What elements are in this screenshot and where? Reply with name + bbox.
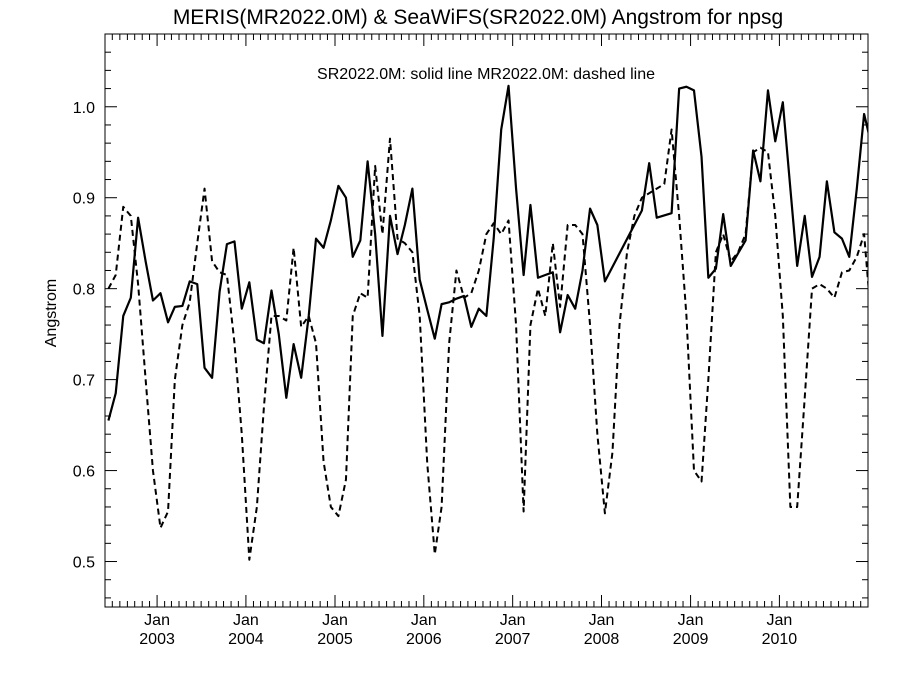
x-tick-month-label: Jan <box>589 612 615 629</box>
legend-note: SR2022.0M: solid line MR2022.0M: dashed … <box>317 66 655 83</box>
plot-frame <box>104 33 869 608</box>
tick-labels: 0.5 0.6 0.7 0.8 0.9 1.0 Jan 2003 Jan 2004 Jan 2005 J… <box>73 100 798 648</box>
x-tick-year-label: 2010 <box>762 631 798 648</box>
series-lines <box>107 84 868 561</box>
series-line-sr2022-0m <box>107 84 868 421</box>
y-tick-label: 0.7 <box>73 373 95 390</box>
x-tick-year-label: 2006 <box>406 631 442 648</box>
x-tick-year-label: 2007 <box>495 631 531 648</box>
y-tick-label: 0.8 <box>73 282 95 299</box>
x-tick-year-label: 2003 <box>139 631 175 648</box>
x-tick-month-label: Jan <box>233 612 259 629</box>
x-tick-year-label: 2009 <box>673 631 709 648</box>
x-tick-month-label: Jan <box>500 612 526 629</box>
x-tick-year-label: 2004 <box>228 631 264 648</box>
x-tick-month-label: Jan <box>411 612 437 629</box>
x-tick-month-label: Jan <box>144 612 170 629</box>
x-tick-year-label: 2008 <box>584 631 620 648</box>
x-tick-year-label: 2005 <box>317 631 353 648</box>
x-tick-month-label: Jan <box>767 612 793 629</box>
x-tick-month-label: Jan <box>322 612 348 629</box>
y-tick-label: 0.5 <box>73 555 95 572</box>
y-tick-label: 0.6 <box>73 464 95 481</box>
chart-title: MERIS(MR2022.0M) & SeaWiFS(SR2022.0M) An… <box>173 6 783 29</box>
x-tick-month-label: Jan <box>678 612 704 629</box>
y-tick-label: 1.0 <box>73 100 95 117</box>
series-line-mr2022-0m <box>107 128 868 561</box>
y-axis-label: Angstrom <box>43 279 60 347</box>
axis-ticks <box>104 33 868 607</box>
y-tick-label: 0.9 <box>73 191 95 208</box>
